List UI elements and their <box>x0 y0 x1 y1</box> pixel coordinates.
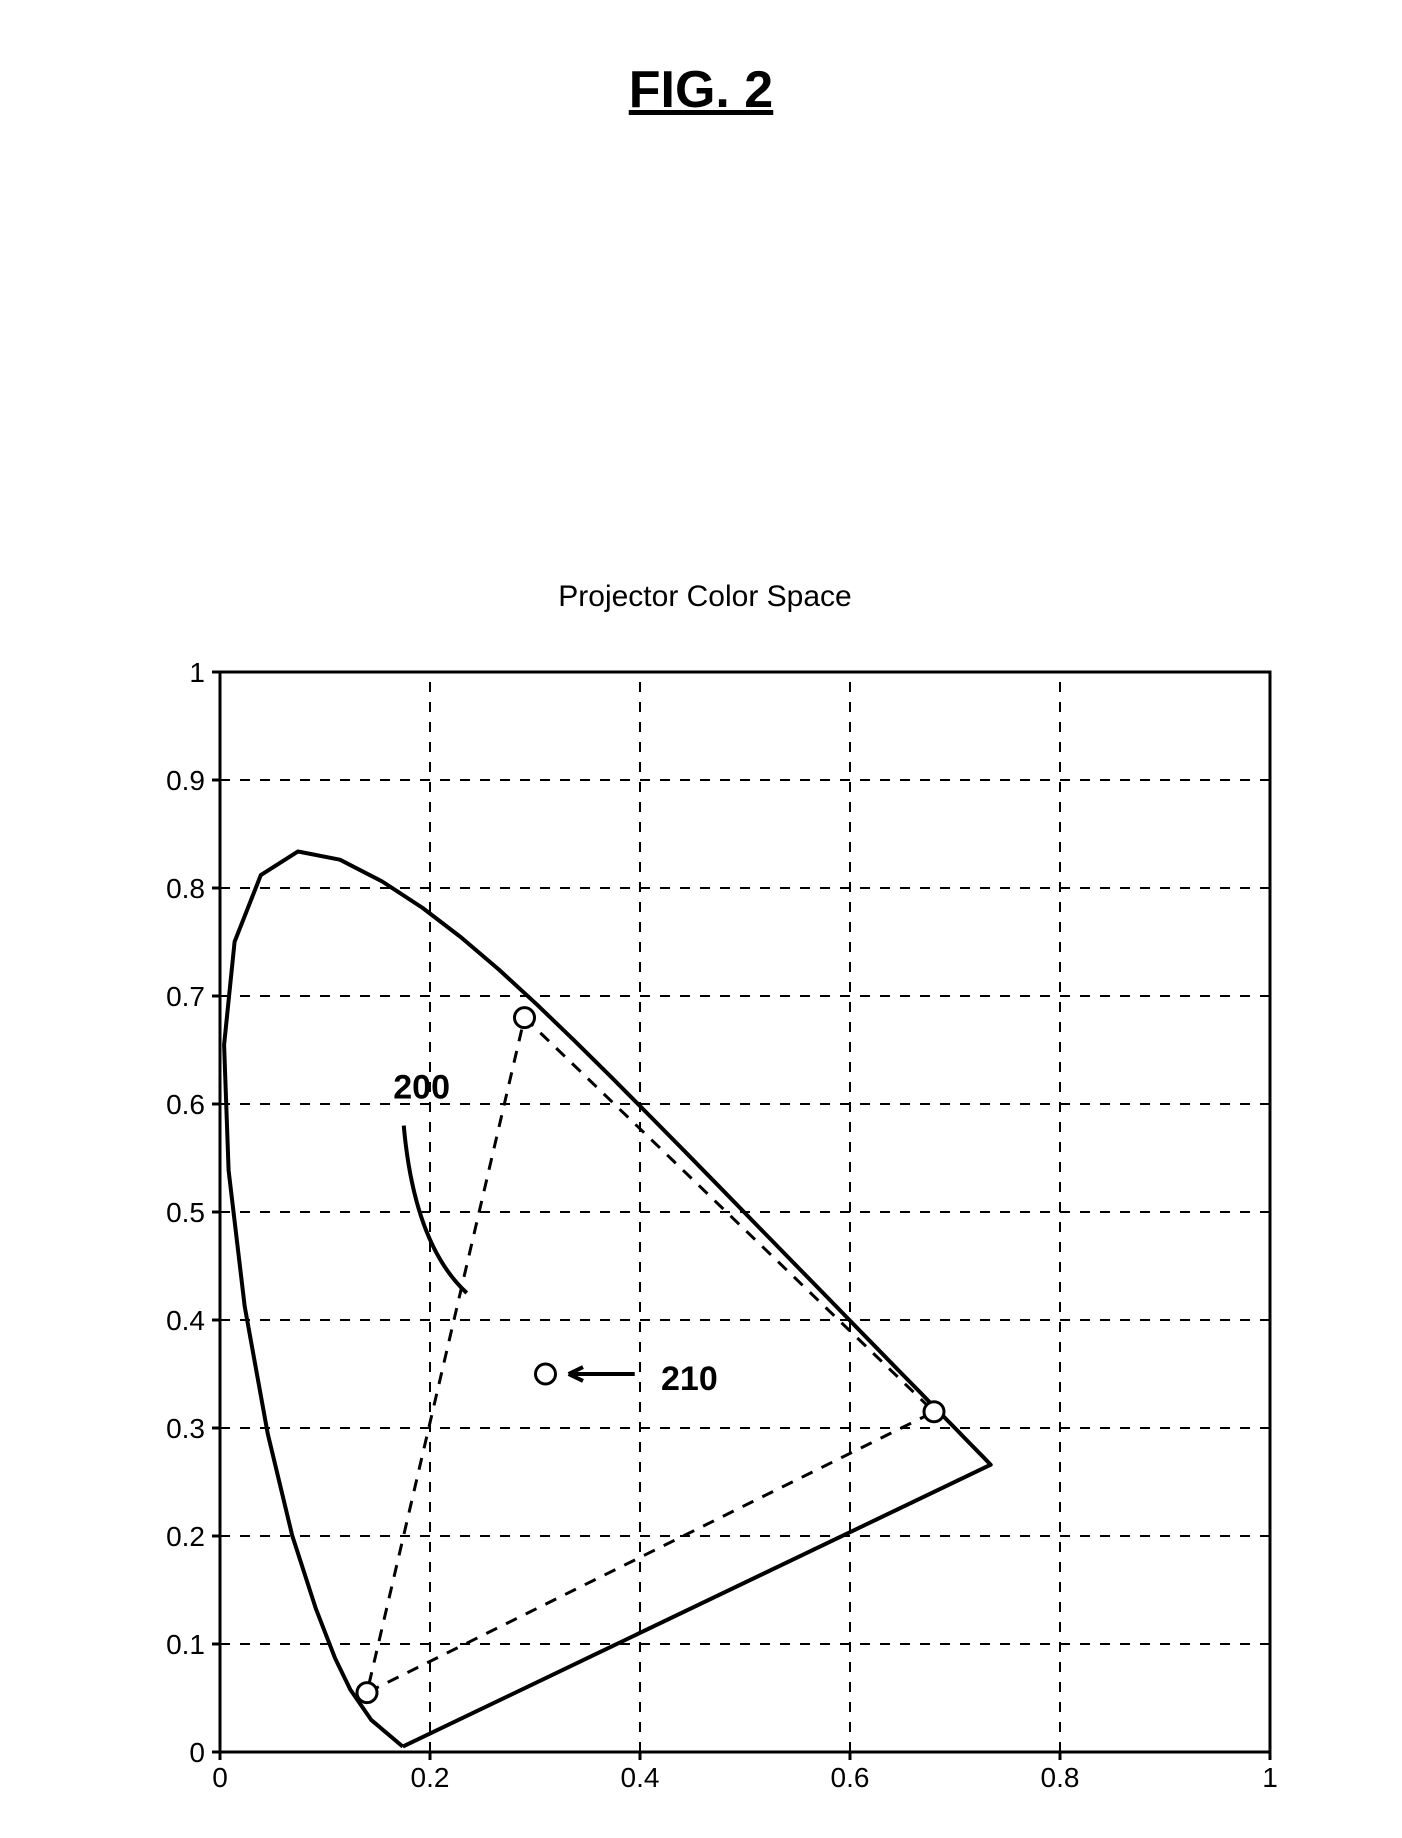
gamut-vertex-marker <box>924 1402 944 1422</box>
spectral-locus <box>224 851 991 1746</box>
xtick-label: 0 <box>212 1762 228 1793</box>
annotation-label: 200 <box>393 1069 450 1107</box>
ytick-label: 0.9 <box>166 765 205 796</box>
annotation-label: 210 <box>661 1360 718 1398</box>
figure-title: FIG. 2 <box>0 60 1402 120</box>
white-point-marker <box>536 1364 556 1384</box>
ytick-label: 0.5 <box>166 1197 205 1228</box>
xtick-label: 0.6 <box>831 1762 870 1793</box>
xtick-label: 0.2 <box>411 1762 450 1793</box>
ytick-label: 0.2 <box>166 1521 205 1552</box>
xtick-label: 1 <box>1262 1762 1278 1793</box>
chart-svg: 0 0.2 0.4 0.6 0.8 1 0 0.1 0.2 0.3 0.4 0.5 0.6 0.7 0.8 0… <box>120 622 1290 1812</box>
gamut-vertex-marker <box>357 1683 377 1703</box>
ytick-label: 0 <box>189 1737 205 1768</box>
ytick-label: 0.6 <box>166 1089 205 1120</box>
ytick-label: 0.7 <box>166 981 205 1012</box>
xtick-label: 0.8 <box>1041 1762 1080 1793</box>
ytick-label: 0.8 <box>166 873 205 904</box>
xtick-label: 0.4 <box>621 1762 660 1793</box>
ytick-label: 0.4 <box>166 1305 205 1336</box>
chart-title: Projector Color Space <box>120 580 1290 614</box>
annotation-arrow <box>404 1126 467 1293</box>
ytick-label: 0.1 <box>166 1629 205 1660</box>
gamut-vertex-marker <box>515 1008 535 1028</box>
chart-container: Projector Color Space 0 0.2 0.4 0.6 0.8 1 0 0.1… <box>120 580 1290 1812</box>
ytick-label: 0.3 <box>166 1413 205 1444</box>
ytick-label: 1 <box>189 657 205 688</box>
